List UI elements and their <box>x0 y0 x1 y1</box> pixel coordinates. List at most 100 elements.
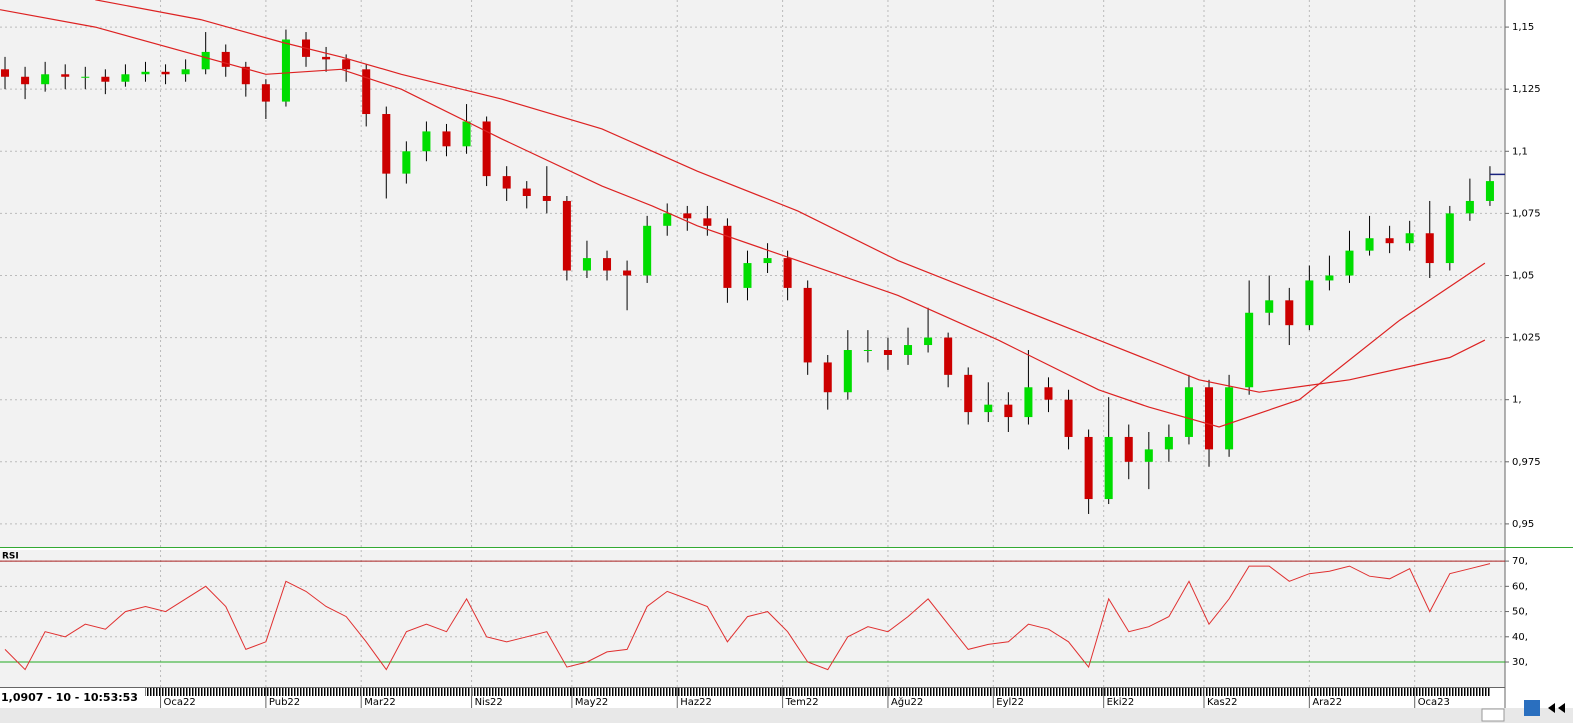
candle-body <box>964 374 973 413</box>
x-label-bg <box>888 696 929 708</box>
candle-body <box>382 114 391 174</box>
y-tick-label: 1,125 <box>1512 84 1541 95</box>
candle-body <box>121 74 130 82</box>
candle-body <box>1305 280 1314 326</box>
candle-body <box>1164 436 1173 450</box>
candle-body <box>743 263 752 288</box>
y-tick-label: 1,075 <box>1512 208 1541 219</box>
x-tick-label: May22 <box>575 697 608 708</box>
candle-body <box>1184 387 1193 437</box>
candle-body <box>904 345 913 355</box>
x-tick-label: Pub22 <box>269 697 300 708</box>
candle-body <box>482 121 491 177</box>
candle-body <box>442 131 451 147</box>
candle-body <box>201 51 210 70</box>
candle-body <box>883 350 892 355</box>
candle-body <box>1425 233 1434 264</box>
x-tick-label: Haz22 <box>680 697 712 708</box>
candle-body <box>1465 200 1474 214</box>
x-label-bg <box>994 696 1035 708</box>
x-label-bg <box>572 696 613 708</box>
scroll-thumb[interactable] <box>1481 708 1505 722</box>
y-tick-label: 0,95 <box>1512 519 1534 530</box>
candle-body <box>1124 436 1133 462</box>
x-label-bg <box>1104 696 1145 708</box>
x-tick-label: Mar22 <box>364 697 396 708</box>
candle-body <box>362 69 371 115</box>
candle-body <box>1064 399 1073 437</box>
candle-body <box>1445 213 1454 264</box>
candle-body <box>41 74 50 85</box>
candle-body <box>1345 250 1354 276</box>
y-tick-label: 50, <box>1512 607 1528 618</box>
x-label-bg <box>783 696 824 708</box>
moving-average <box>95 0 1486 393</box>
scroll-buttons[interactable] <box>1548 703 1565 713</box>
y-tick-label: 1,05 <box>1512 270 1534 281</box>
candle-body <box>1205 387 1214 450</box>
x-label-bg <box>1310 696 1351 708</box>
candle-body <box>1024 387 1033 418</box>
candle-body <box>402 151 411 174</box>
candle-body <box>1225 387 1234 450</box>
rsi-line <box>4 563 1491 671</box>
candle-body <box>1144 449 1153 462</box>
candle-body <box>61 74 70 77</box>
y-tick-label: 1,15 <box>1512 22 1534 33</box>
x-tick-label: Ağu22 <box>891 696 923 708</box>
x-tick-label: Eyl22 <box>996 697 1024 708</box>
y-tick-label: 70, <box>1512 556 1528 567</box>
y-tick-label: 0,975 <box>1512 457 1541 468</box>
y-tick-label: 1, <box>1512 395 1522 406</box>
candle-body <box>261 84 270 102</box>
price-panel <box>0 0 1505 547</box>
time-strip <box>0 688 1490 696</box>
candle-body <box>783 258 792 288</box>
candle-body <box>863 350 872 352</box>
candle-body <box>81 76 90 78</box>
candle-body <box>663 213 672 226</box>
candle-body <box>462 121 471 147</box>
candle-body <box>241 66 250 85</box>
candle-body <box>1 69 10 77</box>
x-tick-label: Oca22 <box>164 697 196 708</box>
candle-body <box>1325 275 1334 281</box>
y-tick-label: 40, <box>1512 632 1528 643</box>
scrollbar[interactable] <box>0 708 1573 723</box>
candle-body <box>803 287 812 363</box>
x-tick-label: Eki22 <box>1107 697 1135 708</box>
candle-body <box>843 350 852 393</box>
candle-body <box>342 59 351 70</box>
x-label-bg <box>1205 696 1245 708</box>
candle-body <box>1084 436 1093 500</box>
y-tick-label: 60, <box>1512 581 1528 592</box>
rsi-panel <box>0 550 1505 687</box>
candle-body <box>161 71 170 75</box>
candle-body <box>181 69 190 75</box>
x-label-bg <box>472 696 513 708</box>
x-label-bg <box>362 696 403 708</box>
candle-body <box>522 188 531 196</box>
candle-body <box>1265 300 1274 313</box>
x-label-bg <box>266 696 307 708</box>
candle-body <box>21 76 30 85</box>
candle-body <box>623 270 632 276</box>
candle-body <box>1365 238 1374 251</box>
refresh-button[interactable] <box>1524 700 1540 716</box>
candle-body <box>643 225 652 276</box>
candle-body <box>1385 238 1394 244</box>
candle-body <box>723 225 732 288</box>
candle-body <box>683 213 692 219</box>
candle-body <box>582 258 591 271</box>
x-label-bg <box>161 696 202 708</box>
x-tick-label: Nis22 <box>475 697 503 708</box>
candle-body <box>1485 181 1494 201</box>
candle-body <box>1405 233 1414 244</box>
x-tick-label: Tem22 <box>785 697 819 708</box>
candle-body <box>1245 312 1254 388</box>
candle-body <box>1044 387 1053 400</box>
candle-body <box>703 218 712 226</box>
candle-body <box>984 404 993 413</box>
status-box <box>0 688 145 708</box>
